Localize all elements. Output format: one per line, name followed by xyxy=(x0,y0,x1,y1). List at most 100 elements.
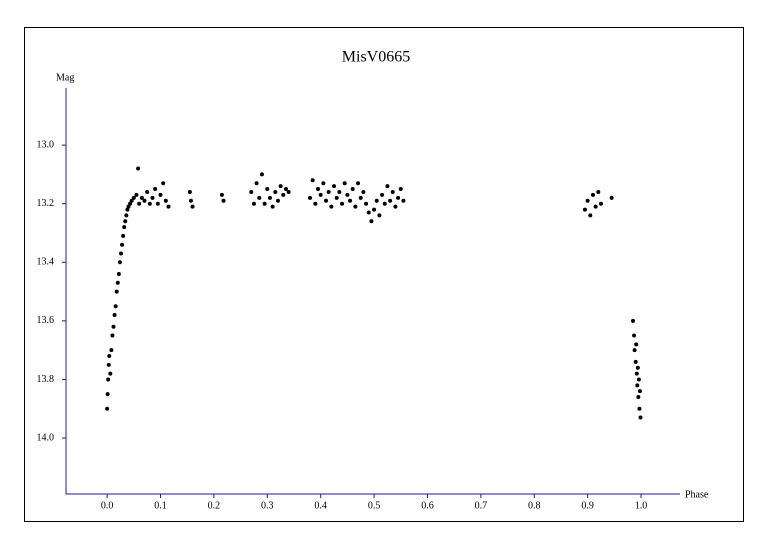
data-point xyxy=(364,201,369,206)
y-tick-label: 13.6 xyxy=(37,315,55,326)
data-point xyxy=(307,195,312,200)
data-point xyxy=(348,198,353,203)
data-point xyxy=(635,365,640,370)
data-point xyxy=(278,184,283,189)
data-point xyxy=(114,289,119,294)
x-axis-label: Phase xyxy=(685,489,709,500)
data-point xyxy=(105,392,110,397)
data-point xyxy=(377,213,382,218)
data-point xyxy=(187,189,192,194)
data-point xyxy=(115,280,120,285)
data-point xyxy=(136,166,141,171)
data-point xyxy=(105,406,110,411)
x-tick-label: 0.5 xyxy=(368,500,381,511)
data-point xyxy=(632,333,637,338)
data-point xyxy=(637,389,642,394)
y-axis-label: Mag xyxy=(56,72,74,83)
x-tick-label: 1.0 xyxy=(635,500,648,511)
data-point xyxy=(219,192,224,197)
data-point xyxy=(374,198,379,203)
data-point xyxy=(332,184,337,189)
data-point xyxy=(593,204,598,209)
data-point xyxy=(396,195,401,200)
data-point xyxy=(158,192,163,197)
data-point xyxy=(142,198,147,203)
data-point xyxy=(110,333,115,338)
data-point xyxy=(123,219,128,224)
data-point xyxy=(350,187,355,192)
data-point xyxy=(590,192,595,197)
data-point xyxy=(254,181,259,186)
data-point xyxy=(632,348,637,353)
data-point xyxy=(147,201,152,206)
data-point xyxy=(398,187,403,192)
data-point xyxy=(155,201,160,206)
data-point xyxy=(637,406,642,411)
data-point xyxy=(316,187,321,192)
data-point xyxy=(161,181,166,186)
data-point xyxy=(337,189,342,194)
data-point xyxy=(134,192,139,197)
y-tick-label: 13.0 xyxy=(37,139,55,150)
data-point xyxy=(582,207,587,212)
data-point xyxy=(326,189,331,194)
data-point xyxy=(358,195,363,200)
data-point xyxy=(390,189,395,194)
data-point xyxy=(109,348,114,353)
data-point xyxy=(401,198,406,203)
x-tick-label: 0.3 xyxy=(261,500,274,511)
data-point xyxy=(318,192,323,197)
x-tick-label: 0.0 xyxy=(101,500,114,511)
data-point xyxy=(393,204,398,209)
chart-frame xyxy=(24,27,744,522)
x-tick-label: 0.8 xyxy=(528,500,541,511)
data-point xyxy=(120,242,125,247)
data-point xyxy=(369,219,374,224)
data-point xyxy=(638,415,643,420)
data-point xyxy=(273,189,278,194)
data-point xyxy=(281,192,286,197)
data-point xyxy=(116,272,121,277)
data-point xyxy=(631,318,636,323)
data-point xyxy=(126,204,131,209)
data-point xyxy=(259,172,264,177)
data-point xyxy=(353,204,358,209)
data-point xyxy=(634,342,639,347)
data-point xyxy=(153,187,158,192)
data-point xyxy=(324,198,329,203)
x-tick-label: 0.4 xyxy=(314,500,327,511)
data-point xyxy=(262,201,267,206)
data-point xyxy=(596,189,601,194)
data-point xyxy=(366,210,371,215)
data-point xyxy=(257,195,262,200)
data-point xyxy=(356,181,361,186)
data-point xyxy=(117,260,122,265)
data-point xyxy=(139,195,144,200)
data-point xyxy=(345,192,350,197)
data-point xyxy=(106,362,111,367)
x-tick-label: 0.2 xyxy=(208,500,221,511)
data-point xyxy=(107,354,112,359)
data-point xyxy=(122,225,127,230)
data-point xyxy=(270,204,275,209)
data-point xyxy=(106,377,111,382)
data-point xyxy=(131,195,136,200)
y-tick-label: 13.8 xyxy=(37,374,55,385)
data-point xyxy=(382,201,387,206)
data-point xyxy=(372,207,377,212)
data-point xyxy=(609,195,614,200)
data-point xyxy=(221,198,226,203)
data-point xyxy=(188,198,193,203)
data-point xyxy=(251,201,256,206)
data-point xyxy=(385,184,390,189)
data-point xyxy=(108,371,113,376)
data-point xyxy=(249,189,254,194)
data-point xyxy=(113,304,118,309)
data-point xyxy=(310,178,315,183)
data-point xyxy=(124,213,129,218)
y-tick-label: 13.2 xyxy=(37,198,55,209)
x-tick-label: 0.7 xyxy=(475,500,488,511)
x-tick-label: 0.6 xyxy=(421,500,434,511)
data-point xyxy=(112,313,117,318)
